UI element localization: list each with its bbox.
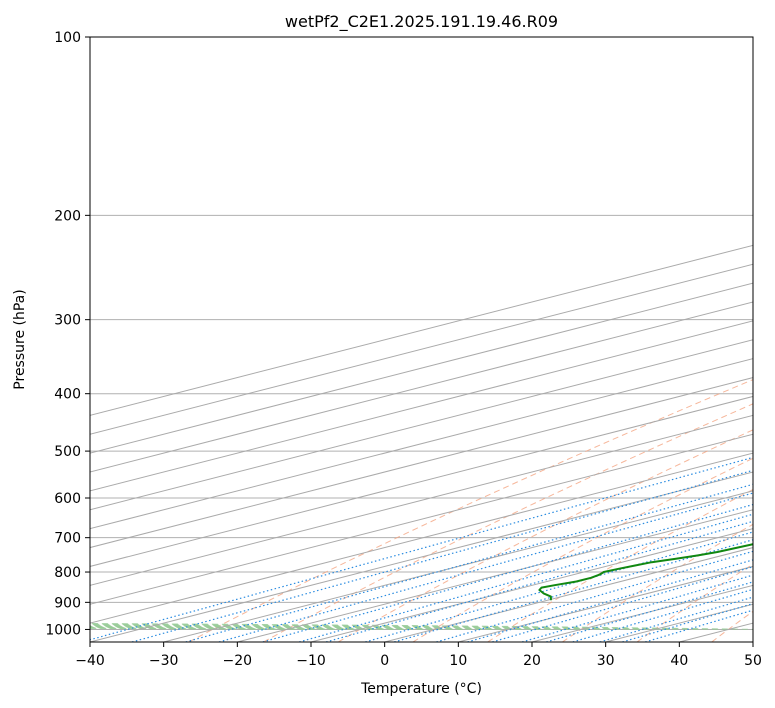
isotherm-line [90, 414, 753, 586]
y-tick-label: 100 [54, 30, 81, 46]
sounding-profiles [538, 543, 753, 601]
y-tick-label: 200 [54, 208, 81, 224]
y-tick-label: 300 [54, 313, 81, 329]
mixing-ratio-line [90, 456, 753, 641]
x-tick-label: 50 [744, 653, 762, 669]
dry-adiabat-line [412, 457, 753, 642]
mixing-ratio-line [546, 581, 753, 642]
y-tick-label: 400 [54, 387, 81, 403]
isotherm-line [90, 452, 753, 624]
plot-frame [89, 36, 754, 643]
isotherm-line [237, 509, 753, 642]
x-tick-label: 10 [449, 653, 467, 669]
x-axis-label: Temperature (°C) [360, 681, 482, 697]
isotherms [90, 244, 753, 642]
y-tick-label: 800 [54, 565, 81, 581]
dry-adiabat-line [188, 379, 753, 642]
isotherm-line [90, 471, 753, 642]
isotherm-line [90, 433, 753, 605]
isotherm-line [90, 263, 753, 435]
axes: −40 −30 −20 −10 0 10 20 30 40 50 100 200 300 400 500 60… [45, 30, 762, 669]
isotherm-line [310, 528, 753, 642]
dry-adiabats [188, 379, 753, 642]
isotherm-line [163, 490, 753, 642]
y-axis-label: Pressure (hPa) [12, 289, 28, 389]
isotherm-line [90, 320, 753, 492]
dry-adiabat-line [562, 523, 753, 642]
mixing-ratio-lines [90, 456, 753, 642]
y-tick-label: 1000 [45, 622, 81, 638]
mixing-ratio-line [436, 550, 753, 642]
mixing-ratio-line [467, 559, 753, 642]
x-tick-label: −40 [75, 653, 105, 669]
mixing-ratio-line [492, 566, 753, 642]
x-tick-label: −20 [223, 653, 253, 669]
isotherm-line [90, 244, 753, 416]
x-tick-label: −10 [296, 653, 326, 669]
x-tick-label: 40 [670, 653, 688, 669]
y-tick-label: 700 [54, 531, 81, 547]
x-tick-label: 20 [523, 653, 541, 669]
mixing-ratio-line [131, 469, 753, 642]
isotherm-line [90, 395, 753, 567]
mixing-ratio-line [262, 503, 753, 642]
mixing-ratio-line [218, 492, 753, 642]
x-tick-label: 0 [380, 653, 389, 669]
isotherm-line [90, 282, 753, 454]
y-tick-label: 900 [54, 595, 81, 611]
y-tick-label: 500 [54, 444, 81, 460]
isotherm-line [90, 301, 753, 473]
isotherm-line [90, 377, 753, 549]
dewpoint-profile-line [538, 543, 753, 601]
x-tick-label: 30 [597, 653, 615, 669]
plot-background [90, 37, 753, 642]
mixing-ratio-line [521, 574, 753, 642]
dry-adiabat-line [337, 429, 753, 642]
mixing-ratio-line [394, 539, 753, 642]
x-tick-label: −30 [149, 653, 179, 669]
mixing-ratio-line [299, 513, 753, 642]
y-tick-label: 600 [54, 491, 81, 507]
chart-title: wetPf2_C2E1.2025.191.19.46.R09 [285, 12, 558, 32]
